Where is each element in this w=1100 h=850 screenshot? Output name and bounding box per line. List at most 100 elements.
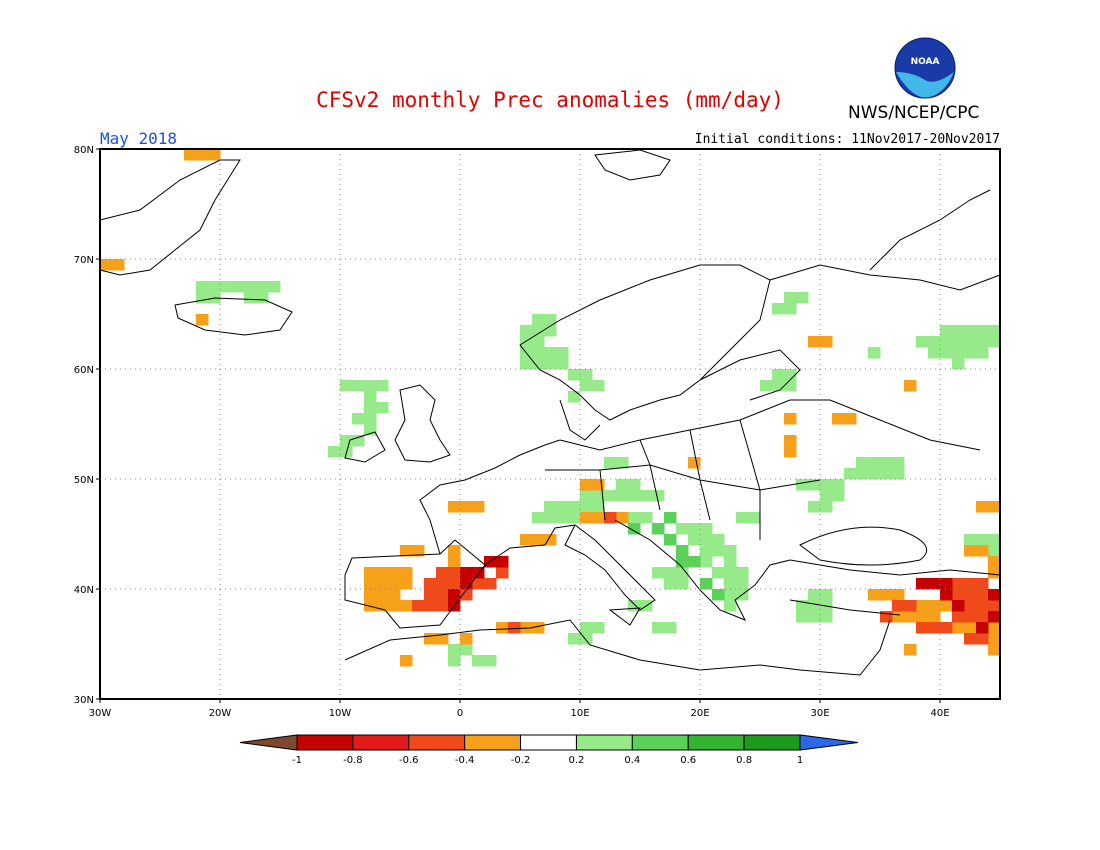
anomaly-cell-dry-light bbox=[448, 545, 461, 557]
anomaly-cell-wet-light bbox=[952, 325, 965, 337]
anomaly-cell-dry-light bbox=[976, 501, 989, 513]
anomaly-cell-wet-light bbox=[520, 325, 533, 337]
anomaly-cell-dry-light bbox=[412, 545, 425, 557]
anomaly-cell-wet-light bbox=[628, 512, 641, 524]
anomaly-cell-wet-light bbox=[880, 457, 893, 469]
lon-tick-label: 20E bbox=[690, 708, 709, 719]
anomaly-cell-wet-light bbox=[340, 380, 353, 392]
anomaly-cell-dry-mid bbox=[976, 578, 989, 590]
anomaly-cell-dry-mid bbox=[976, 611, 989, 623]
anomaly-cell-wet-light bbox=[544, 347, 557, 359]
anomaly-cell-wet-mid bbox=[676, 556, 689, 568]
anomaly-cell-wet-light bbox=[544, 314, 557, 326]
anomaly-cell-wet-light bbox=[940, 325, 953, 337]
anomaly-cell-wet-mid bbox=[700, 578, 713, 590]
anomaly-cell-wet-light bbox=[628, 600, 641, 612]
anomaly-cell-wet-light bbox=[772, 303, 785, 315]
legend-label: -0.8 bbox=[343, 755, 363, 766]
anomaly-cell-dry-mid bbox=[976, 633, 989, 645]
anomaly-cell-wet-light bbox=[688, 523, 701, 535]
anomaly-cell-dry-light bbox=[988, 501, 1001, 513]
anomaly-cell-dry-light bbox=[400, 600, 413, 612]
anomaly-cell-dry-light bbox=[892, 589, 905, 601]
anomaly-cell-wet-light bbox=[544, 501, 557, 513]
anomaly-cell-dry-mid bbox=[964, 633, 977, 645]
anomaly-cell-wet-light bbox=[640, 512, 653, 524]
anomaly-cell-dry-strong bbox=[448, 589, 461, 601]
anomaly-cell-dry-light bbox=[928, 611, 941, 623]
anomaly-cell-wet-light bbox=[364, 391, 377, 403]
anomaly-cell-dry-mid bbox=[964, 578, 977, 590]
legend-swatch bbox=[464, 734, 522, 751]
anomaly-cell-wet-light bbox=[352, 380, 365, 392]
anomaly-cell-wet-light bbox=[220, 281, 233, 293]
anomaly-cell-wet-light bbox=[616, 479, 629, 491]
anomaly-cell-dry-light bbox=[520, 534, 533, 546]
anomaly-cell-dry-light bbox=[376, 567, 389, 579]
anomaly-cell-dry-mid bbox=[952, 611, 965, 623]
anomaly-cell-wet-mid bbox=[664, 512, 677, 524]
anomaly-cell-wet-light bbox=[724, 545, 737, 557]
anomaly-cell-wet-light bbox=[784, 303, 797, 315]
legend-swatch bbox=[408, 734, 466, 751]
anomaly-cell-dry-light bbox=[532, 534, 545, 546]
anomaly-cell-wet-light bbox=[976, 325, 989, 337]
anomaly-cell-dry-light bbox=[988, 644, 1001, 656]
anomaly-cell-dry-light bbox=[916, 600, 929, 612]
anomaly-cell-wet-mid bbox=[688, 556, 701, 568]
anomaly-cell-wet-light bbox=[928, 347, 941, 359]
anomaly-cell-wet-light bbox=[964, 325, 977, 337]
anomaly-cell-dry-strong bbox=[472, 567, 485, 579]
anomaly-cell-wet-light bbox=[556, 512, 569, 524]
anomaly-cell-wet-light bbox=[868, 457, 881, 469]
anomaly-cell-dry-light bbox=[988, 567, 1001, 579]
lat-tick-label: 70N bbox=[74, 255, 94, 266]
anomaly-cell-wet-light bbox=[568, 391, 581, 403]
anomaly-cell-wet-light bbox=[232, 281, 245, 293]
anomaly-cell-wet-light bbox=[772, 369, 785, 381]
anomaly-cell-wet-light bbox=[532, 336, 545, 348]
anomaly-cell-wet-light bbox=[796, 292, 809, 304]
anomaly-cell-dry-mid bbox=[436, 567, 449, 579]
anomaly-cell-wet-light bbox=[520, 336, 533, 348]
anomaly-cell-dry-light bbox=[388, 600, 401, 612]
anomaly-cell-dry-mid bbox=[448, 567, 461, 579]
anomaly-cell-wet-light bbox=[556, 358, 569, 370]
anomaly-cell-wet-light bbox=[976, 534, 989, 546]
anomaly-cell-dry-light bbox=[580, 512, 593, 524]
anomaly-cell-wet-light bbox=[988, 336, 1001, 348]
anomaly-cell-wet-light bbox=[628, 479, 641, 491]
anomaly-cell-wet-light bbox=[856, 457, 869, 469]
anomaly-cell-dry-mid bbox=[496, 567, 509, 579]
anomaly-cell-wet-light bbox=[784, 369, 797, 381]
anomaly-cell-wet-light bbox=[640, 490, 653, 502]
map-frame bbox=[99, 148, 1001, 700]
anomaly-cell-wet-light bbox=[796, 479, 809, 491]
legend-swatch bbox=[296, 734, 354, 751]
anomaly-cell-wet-light bbox=[544, 358, 557, 370]
anomaly-cell-wet-light bbox=[616, 490, 629, 502]
anomaly-cell-wet-light bbox=[952, 336, 965, 348]
anomaly-cell-dry-mid bbox=[472, 578, 485, 590]
anomaly-cell-wet-light bbox=[532, 314, 545, 326]
anomaly-cell-wet-light bbox=[772, 380, 785, 392]
anomaly-cell-dry-light bbox=[904, 380, 917, 392]
color-legend: -1 -0.8 -0.6 -0.4 -0.2 0.2 0.4 0.6 0.8 1 bbox=[239, 734, 859, 766]
anomaly-cell-wet-light bbox=[760, 380, 773, 392]
anomaly-cell-dry-light bbox=[844, 413, 857, 425]
anomaly-cell-dry-light bbox=[424, 633, 437, 645]
anomaly-cell-wet-light bbox=[724, 567, 737, 579]
anomaly-cell-dry-light bbox=[988, 556, 1001, 568]
anomaly-cell-dry-light bbox=[784, 435, 797, 447]
anomaly-cell-dry-light bbox=[928, 600, 941, 612]
anomaly-cell-wet-light bbox=[820, 479, 833, 491]
anomaly-cell-dry-strong bbox=[460, 567, 473, 579]
anomaly-cell-dry-light bbox=[448, 556, 461, 568]
anomaly-cell-dry-light bbox=[868, 589, 881, 601]
anomaly-cell-dry-strong bbox=[928, 578, 941, 590]
anomaly-cell-wet-mid bbox=[712, 589, 725, 601]
anomaly-cell-dry-light bbox=[400, 578, 413, 590]
anomaly-cell-dry-mid bbox=[976, 589, 989, 601]
grid-lines bbox=[100, 149, 1000, 699]
